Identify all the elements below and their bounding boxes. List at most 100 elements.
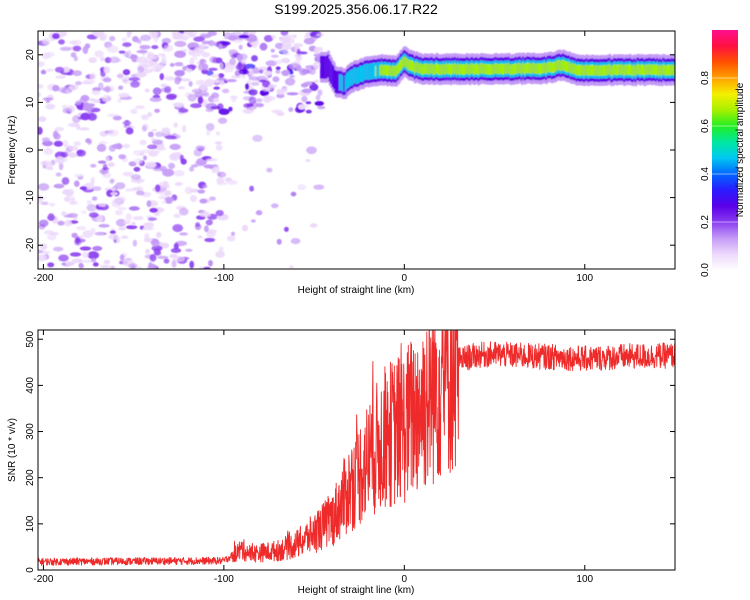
spectrogram-noise-blob (213, 79, 221, 84)
spectrogram-ridge-cell (363, 64, 366, 81)
spectrogram-noise-blob (170, 248, 182, 253)
spectrogram-noise-blob (309, 68, 316, 75)
spectrogram-ridge-cell (486, 64, 489, 75)
spectrogram-noise-blob (312, 61, 321, 70)
spectrogram-ridge-cell (415, 61, 418, 72)
spectrogram-ridge-cell (411, 60, 414, 71)
spectrogram-noise-blob (47, 262, 55, 268)
spectrogram-ridge-cell (395, 66, 398, 77)
spectrogram-noise-blob (81, 259, 93, 263)
spectrogram-noise-blob (87, 113, 98, 121)
spectrogram-ridge-cell (402, 57, 405, 68)
spectrogram-noise-blob (281, 44, 292, 50)
spectrogram-ridge-cell (464, 64, 468, 75)
spectrogram-ridge-cell (532, 62, 535, 73)
spectrogram-ridge-cell (438, 64, 442, 76)
spectrogram-noise-blob (45, 51, 55, 58)
spectrogram-ridge-cell (572, 63, 576, 75)
spectrogram-noise-blob (117, 72, 124, 80)
spectrogram-ridge-cell (424, 63, 427, 74)
spectrogram-ridge-cell (338, 74, 342, 91)
spectrogram-ridge-cell (481, 63, 485, 74)
spectrogram-noise-blob (314, 46, 320, 55)
spectrogram-noise-blob (58, 162, 64, 171)
spectrogram-noise-blob (92, 246, 103, 251)
spectrogram-noise-blob (38, 116, 47, 122)
spectrogram-noise-blob (271, 203, 279, 209)
spectrogram-ridge-cell (408, 60, 411, 71)
spectrogram-noise-blob (284, 77, 296, 86)
spectrogram-noise-blob (179, 207, 189, 216)
spectrogram-noise-blob (147, 217, 158, 221)
spectrogram-noise-blob (265, 70, 272, 76)
snr-x-tick-label: 100 (576, 574, 593, 585)
spectrogram-ridge-cell (660, 65, 664, 77)
spectrogram-noise-blob (53, 132, 61, 140)
spectrogram-noise-blob (280, 58, 289, 62)
spectrogram-noise-blob (133, 166, 141, 172)
spectrogram-noise-blob (264, 96, 276, 101)
spectrogram-ridge-cell (489, 64, 492, 75)
spectrogram-noise-blob (146, 52, 155, 60)
spectrogram-ridge-cell (331, 64, 335, 88)
spectrogram-noise-blob (61, 177, 70, 185)
spectrogram-noise-blob (90, 258, 97, 263)
spectrogram-noise-blob (182, 125, 187, 133)
spectrogram-noise-blob (68, 152, 78, 158)
spectrogram-noise-blob (54, 127, 65, 132)
spectrogram-ridge-cell (559, 60, 563, 72)
spectrogram-noise-blob (275, 69, 281, 74)
spectrogram-noise-blob (151, 128, 157, 132)
spectrogram-ridge-cell (325, 55, 329, 79)
spectrogram-noise-blob (235, 31, 240, 35)
spectrogram-ridge-cell (613, 64, 616, 75)
spectrogram-ridge-cell (429, 63, 433, 74)
spectrogram-ridge-cell (369, 63, 372, 80)
spectrogram-ridge-cell (376, 62, 379, 79)
spectrogram-noise-blob (256, 98, 263, 103)
spectrogram-y-tick-label: 10 (25, 96, 36, 108)
spectrogram-noise-blob (94, 232, 105, 236)
spectrogram-ridge-cell (627, 64, 631, 76)
spectrogram-noise-blob (190, 103, 202, 109)
spectrogram-ridge-cell (496, 63, 499, 75)
spectrogram-noise-blob (189, 194, 198, 203)
spectrogram-noise-blob (251, 55, 258, 62)
spectrogram-noise-blob (108, 144, 116, 152)
snr-y-tick-label: 400 (25, 377, 36, 394)
spectrogram-ridge-cell (465, 63, 469, 74)
spectrogram-noise-blob (72, 70, 82, 77)
spectrogram-ridge-cell (655, 65, 658, 76)
spectrogram-x-tick-label: 0 (402, 273, 408, 284)
spectrogram-ridge-cell (548, 61, 551, 73)
spectrogram-noise-blob (118, 227, 127, 231)
spectrogram-noise-blob (59, 46, 72, 52)
spectrogram-ridge-cell (494, 63, 498, 74)
spectrogram-ridge-cell (321, 55, 325, 79)
spectrogram-noise-blob (42, 250, 50, 255)
spectrogram-ridge-cell (665, 65, 668, 76)
spectrogram-ridge-cell (642, 64, 645, 75)
spectrogram-noise-blob (305, 159, 311, 163)
spectrogram-ridge-cell (644, 64, 648, 75)
spectrogram-noise-blob (248, 76, 261, 81)
spectrogram-ridge-cell (448, 63, 452, 74)
spectrogram-noise-blob (121, 76, 132, 84)
spectrogram-ridge-cell (580, 65, 583, 76)
spectrogram-noise-blob (117, 207, 128, 210)
spectrogram-noise-blob (223, 32, 232, 40)
spectrogram-ridge-cell (362, 65, 365, 83)
spectrogram-noise-blob (106, 113, 118, 117)
snr-x-label: Height of straight line (km) (298, 585, 415, 596)
spectrogram-noise-blob (151, 139, 164, 145)
spectrogram-noise-blob (66, 188, 75, 195)
spectrogram-noise-blob (141, 114, 148, 120)
spectrogram-noise-blob (238, 44, 243, 50)
spectrogram-ridge-cell (669, 65, 673, 76)
spectrogram-noise-blob (164, 196, 175, 203)
spectrogram-noise-blob (216, 177, 224, 184)
spectrogram-noise-blob (74, 173, 85, 178)
spectrogram-noise-blob (55, 75, 66, 79)
spectrogram-ridge-cell (549, 61, 553, 73)
spectrogram-ridge-cell (356, 67, 359, 84)
